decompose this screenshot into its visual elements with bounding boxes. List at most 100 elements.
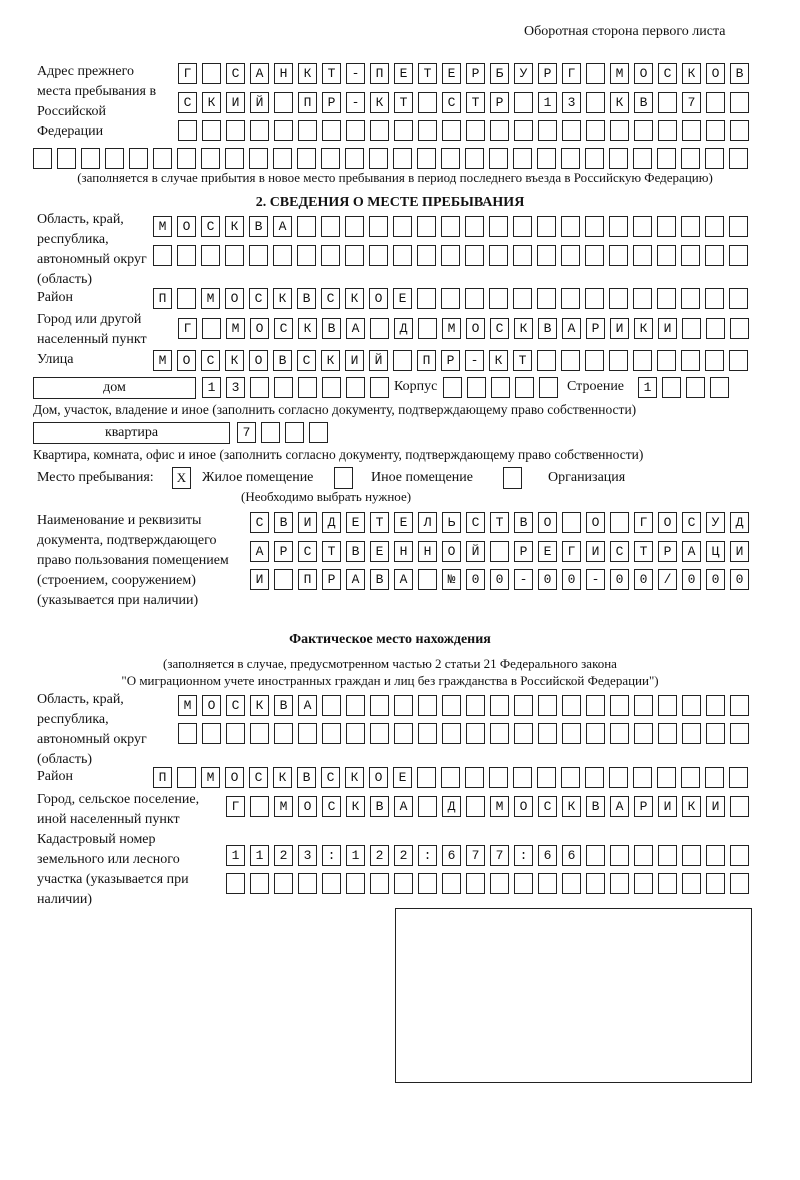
- char-cell[interactable]: [225, 148, 244, 169]
- char-cell[interactable]: [490, 695, 509, 716]
- char-cell[interactable]: [322, 541, 341, 562]
- char-cell[interactable]: [538, 569, 557, 590]
- char-cell[interactable]: [274, 512, 293, 533]
- char-cell[interactable]: [706, 512, 725, 533]
- char-cell[interactable]: [346, 695, 365, 716]
- char-cell[interactable]: [321, 216, 340, 237]
- char-cell[interactable]: [658, 796, 677, 817]
- char-cell[interactable]: [490, 92, 509, 113]
- char-cell[interactable]: [609, 288, 628, 309]
- char-cell[interactable]: [682, 796, 701, 817]
- char-cell[interactable]: [729, 767, 748, 788]
- char-cell[interactable]: [285, 422, 304, 443]
- char-cell[interactable]: [177, 245, 196, 266]
- char-cell[interactable]: [562, 873, 581, 894]
- char-cell[interactable]: [657, 767, 676, 788]
- char-cell[interactable]: [538, 512, 557, 533]
- char-cell[interactable]: [585, 148, 604, 169]
- char-cell[interactable]: [682, 695, 701, 716]
- char-cell[interactable]: [370, 377, 389, 398]
- char-cell[interactable]: [202, 723, 221, 744]
- char-cell[interactable]: [225, 350, 244, 371]
- char-cell[interactable]: [250, 63, 269, 84]
- char-cell[interactable]: [538, 796, 557, 817]
- char-cell[interactable]: [586, 569, 605, 590]
- char-cell[interactable]: [418, 569, 437, 590]
- char-cell[interactable]: [705, 288, 724, 309]
- char-cell[interactable]: [201, 767, 220, 788]
- char-cell[interactable]: [226, 873, 245, 894]
- char-cell[interactable]: [585, 216, 604, 237]
- char-cell[interactable]: [442, 63, 461, 84]
- char-cell[interactable]: [585, 350, 604, 371]
- char-cell[interactable]: [706, 541, 725, 562]
- char-cell[interactable]: [178, 63, 197, 84]
- char-cell[interactable]: [561, 148, 580, 169]
- char-cell[interactable]: [586, 318, 605, 339]
- char-cell[interactable]: [490, 569, 509, 590]
- char-cell[interactable]: [177, 350, 196, 371]
- char-cell[interactable]: [658, 120, 677, 141]
- char-cell[interactable]: [394, 695, 413, 716]
- char-cell[interactable]: [610, 569, 629, 590]
- char-cell[interactable]: [369, 216, 388, 237]
- char-cell[interactable]: [418, 723, 437, 744]
- char-cell[interactable]: [105, 148, 124, 169]
- char-cell[interactable]: [538, 120, 557, 141]
- char-cell[interactable]: [490, 512, 509, 533]
- char-cell[interactable]: [177, 767, 196, 788]
- char-cell[interactable]: [466, 845, 485, 866]
- char-cell[interactable]: [442, 541, 461, 562]
- char-cell[interactable]: [202, 695, 221, 716]
- char-cell[interactable]: [681, 350, 700, 371]
- char-cell[interactable]: [274, 569, 293, 590]
- char-cell[interactable]: [729, 148, 748, 169]
- char-cell[interactable]: [609, 245, 628, 266]
- char-cell[interactable]: [297, 288, 316, 309]
- char-cell[interactable]: [585, 767, 604, 788]
- char-cell[interactable]: [562, 695, 581, 716]
- char-cell[interactable]: [370, 569, 389, 590]
- char-cell[interactable]: [370, 541, 389, 562]
- char-cell[interactable]: [705, 148, 724, 169]
- char-cell[interactable]: [682, 120, 701, 141]
- char-cell[interactable]: [729, 245, 748, 266]
- char-cell[interactable]: [610, 92, 629, 113]
- char-cell[interactable]: [514, 120, 533, 141]
- char-cell[interactable]: [514, 512, 533, 533]
- char-cell[interactable]: [514, 796, 533, 817]
- char-cell[interactable]: [610, 541, 629, 562]
- char-cell[interactable]: [394, 63, 413, 84]
- char-cell[interactable]: [662, 377, 681, 398]
- char-cell[interactable]: [609, 350, 628, 371]
- char-cell[interactable]: [586, 695, 605, 716]
- char-cell[interactable]: [370, 873, 389, 894]
- char-cell[interactable]: [369, 148, 388, 169]
- char-cell[interactable]: [370, 845, 389, 866]
- house-type-field[interactable]: дом: [33, 377, 196, 399]
- char-cell[interactable]: [730, 318, 749, 339]
- char-cell[interactable]: [346, 796, 365, 817]
- char-cell[interactable]: [322, 63, 341, 84]
- char-cell[interactable]: [369, 245, 388, 266]
- char-cell[interactable]: [465, 148, 484, 169]
- char-cell[interactable]: [393, 350, 412, 371]
- char-cell[interactable]: [658, 512, 677, 533]
- char-cell[interactable]: [298, 541, 317, 562]
- char-cell[interactable]: [562, 318, 581, 339]
- char-cell[interactable]: [730, 92, 749, 113]
- char-cell[interactable]: [81, 148, 100, 169]
- char-cell[interactable]: [346, 723, 365, 744]
- char-cell[interactable]: [202, 63, 221, 84]
- char-cell[interactable]: [321, 148, 340, 169]
- char-cell[interactable]: [393, 216, 412, 237]
- char-cell[interactable]: [490, 723, 509, 744]
- char-cell[interactable]: [634, 120, 653, 141]
- char-cell[interactable]: [538, 318, 557, 339]
- char-cell[interactable]: [467, 377, 486, 398]
- char-cell[interactable]: [226, 723, 245, 744]
- char-cell[interactable]: [681, 288, 700, 309]
- char-cell[interactable]: [490, 120, 509, 141]
- char-cell[interactable]: [417, 767, 436, 788]
- char-cell[interactable]: [394, 723, 413, 744]
